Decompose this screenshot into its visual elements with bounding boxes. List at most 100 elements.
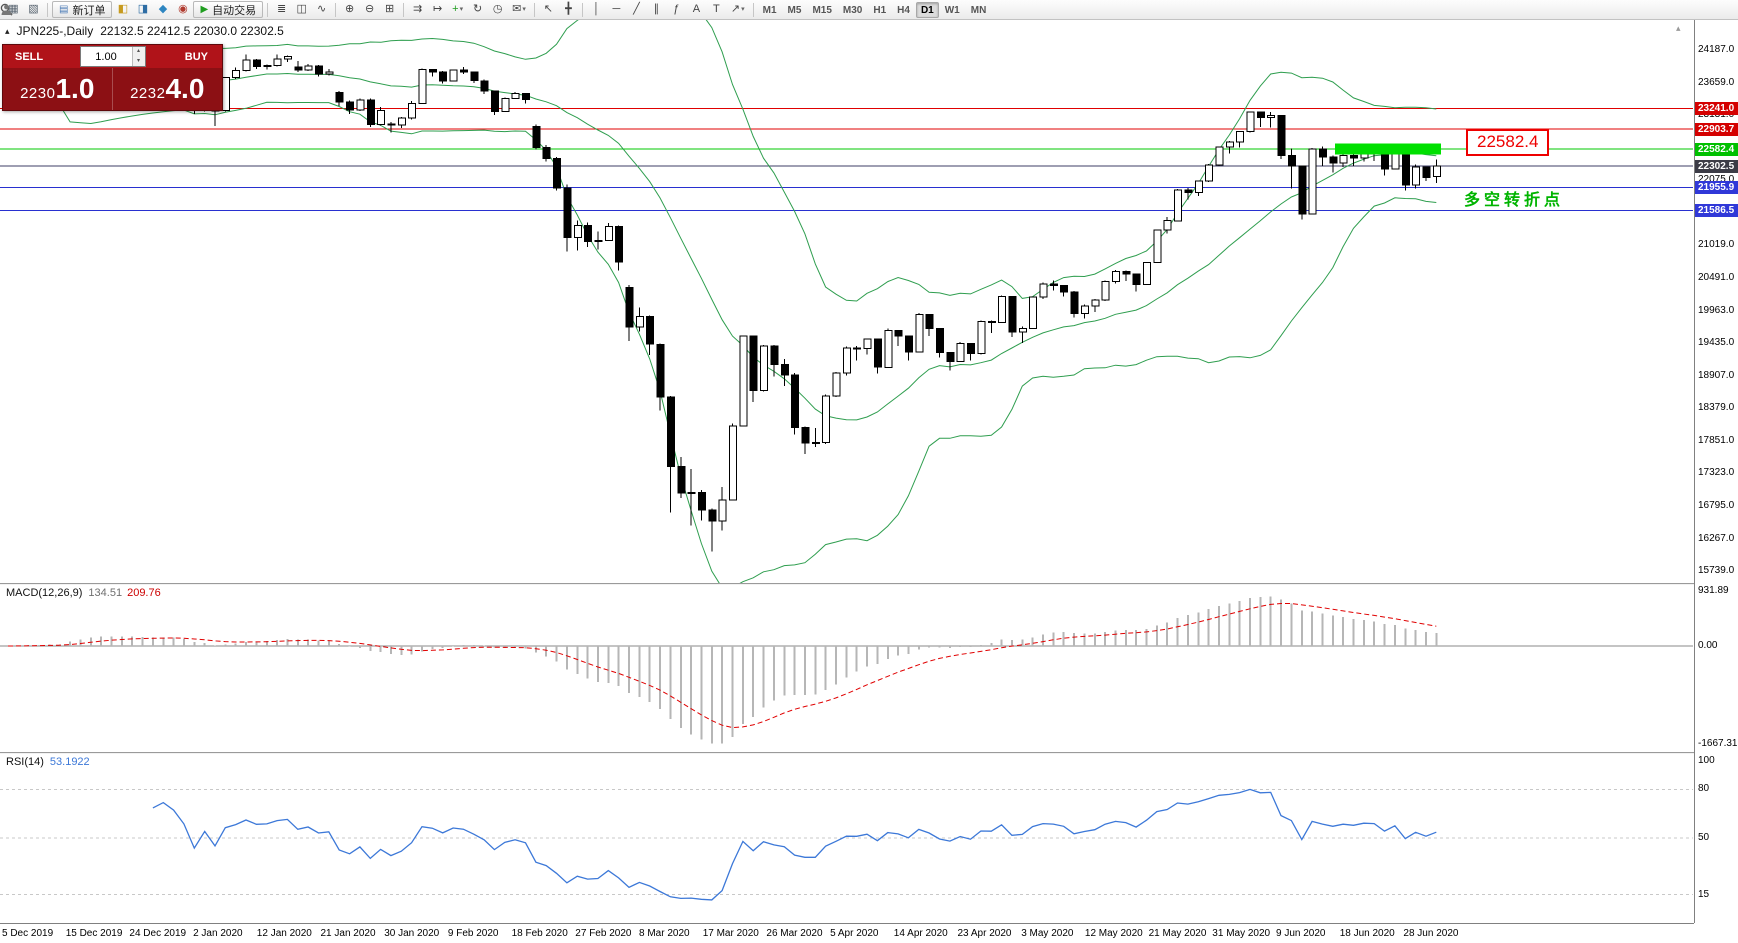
zoom-out-icon: ⊖ [365,3,375,15]
search-icon[interactable] [0,1,1701,18]
volume-input[interactable]: 1.00 ▴ ▾ [79,46,146,67]
horizontal-lines[interactable] [0,107,1693,211]
toolbar-separator [267,2,269,17]
refresh-icon[interactable]: ↻ [468,1,487,18]
collapse-panel-icon[interactable]: ▴ [5,25,10,36]
buy-price: 2232 4.0 [112,68,222,110]
mail-icon-dropdown[interactable]: ▾ [522,6,526,13]
macd-label: MACD(12,26,9) 134.51 209.76 [6,587,161,599]
arrows-icon: ↗ [730,3,741,15]
time-axis-label: 18 Jun 2020 [1339,928,1395,939]
timeframe-d1[interactable]: D1 [915,1,939,18]
price-scale[interactable]: 24187.023659.023131.022603.022075.021547… [1694,20,1738,923]
timeframe-h1[interactable]: H1 [873,4,887,16]
one-click-trading-panel: SELL 2230 1.0 BUY 2232 4.0 1.00 ▴ ▾ [2,44,223,111]
cursor-icon[interactable]: ↖ [539,1,558,18]
vertical-line-icon[interactable]: │ [587,1,606,18]
add-indicator-icon[interactable]: + ▾ [448,1,467,18]
panel-separator-rsi[interactable] [0,752,1738,754]
price-tick-label: 23659.0 [1698,76,1735,88]
autotrading-icon: ▶ [200,4,209,15]
arrows-icon-dropdown[interactable]: ▾ [741,6,745,13]
price-annotation-box[interactable]: 22582.4 [1466,129,1550,156]
trendline-icon[interactable]: ╱ [627,1,646,18]
price-tick-label: 24187.0 [1698,44,1735,55]
chart-note-text[interactable]: 多空转折点 [1464,192,1565,209]
zoom-in-icon[interactable]: ⊕ [340,1,359,18]
time-axis-label: 18 Feb 2020 [511,928,568,939]
crosshair-icon[interactable]: ╋ [559,1,578,18]
price-chart[interactable] [0,20,1694,583]
time-axis-label: 5 Dec 2019 [2,928,54,939]
new-order-button[interactable]: ▤ 新订单 [52,1,113,18]
macd-panel[interactable] [0,583,1694,752]
price-tick-label: 17851.0 [1698,434,1735,446]
price-tick-label: 20491.0 [1698,272,1735,283]
macd-axis-label: 931.89 [1698,585,1729,597]
time-axis-label: 23 Apr 2020 [957,928,1012,939]
data-window-icon[interactable]: ◨ [133,1,152,18]
timeframe-m15[interactable]: M15 [812,4,832,16]
rsi-name: RSI(14) [6,756,44,768]
rsi-panel[interactable] [0,752,1694,923]
profiles-icon[interactable]: ▧ [24,1,43,18]
market-watch-icon[interactable]: ◧ [113,1,132,18]
toolbar-separator [403,2,405,17]
bar-chart-icon[interactable]: ≣ [272,1,291,18]
buy-price-small: 2232 [130,85,166,102]
macd-name: MACD(12,26,9) [6,587,83,599]
candlestick-chart-icon[interactable]: ◫ [292,1,311,18]
price-tick-label: 17323.0 [1698,467,1735,479]
toolbar-separator [335,2,337,17]
autotrading-button[interactable]: ▶ 自动交易 [193,1,264,18]
clock-icon[interactable]: ◷ [488,1,507,18]
line-chart-icon[interactable]: ∿ [312,1,331,18]
macd-main-value: 134.51 [88,587,123,599]
spin-down-icon[interactable]: ▾ [132,56,145,66]
price-tick-label: 21019.0 [1698,239,1735,251]
timeframe-w1[interactable]: W1 [944,4,960,16]
time-axis-label: 12 May 2020 [1084,928,1143,939]
time-axis-label: 24 Dec 2019 [129,928,187,939]
zoom-out-icon[interactable]: ⊖ [360,1,379,18]
navigator-icon[interactable]: ◆ [153,1,172,18]
fibonacci-icon[interactable]: ƒ [667,1,686,18]
timeframe-h4[interactable]: H4 [897,4,910,16]
time-axis-label: 17 Mar 2020 [702,928,759,939]
horizontal-line-icon[interactable]: ─ [607,1,626,18]
new-order-button-label: 新订单 [72,4,106,17]
price-tick-label: 22075.0 [1698,174,1735,186]
toolbar-separator [581,2,583,17]
resistance-highlight-bar[interactable] [1335,143,1441,155]
panel-separator-macd[interactable] [0,583,1738,585]
timeframe-m30[interactable]: M30 [842,4,863,16]
time-axis[interactable]: 5 Dec 2019 15 Dec 2019 24 Dec 2019 2 Jan 20… [0,923,1694,943]
timeframe-m5[interactable]: M5 [787,4,802,16]
line-chart-icon: ∿ [317,3,327,15]
timeframe-m1[interactable]: M1 [762,4,777,16]
spin-up-icon[interactable]: ▴ [132,47,145,57]
channel-icon[interactable]: ∥ [647,1,666,18]
chart-shift-marker-icon[interactable]: ▴ [1676,23,1681,33]
new-chart-icon[interactable]: ▦ [4,1,23,18]
chart-shift-icon[interactable]: ↦ [428,1,447,18]
auto-scroll-icon[interactable]: ⇉ [408,1,427,18]
tile-windows-icon[interactable]: ⊞ [380,1,399,18]
arrows-icon[interactable]: ↗ ▾ [727,1,749,18]
time-axis-label: 5 Apr 2020 [830,928,879,939]
mail-icon[interactable]: ✉ ▾ [508,1,530,18]
label-icon[interactable]: T [707,1,726,18]
toolbar-separator [752,2,754,17]
time-axis-label: 27 Feb 2020 [575,928,632,939]
price-tick-label: 18907.0 [1698,369,1735,381]
buy-button[interactable]: BUY 2232 4.0 [112,45,222,110]
auto-scroll-icon: ⇉ [413,3,423,15]
terminal-icon[interactable]: ◉ [173,1,192,18]
price-line-label: 23241.0 [1695,101,1738,115]
text-icon[interactable]: A [687,1,706,18]
fibonacci-icon: ƒ [673,3,680,15]
add-indicator-icon-dropdown[interactable]: ▾ [459,6,464,13]
bar-chart-icon: ≣ [277,3,287,15]
community-icon[interactable] [1,1,1726,18]
timeframe-mn[interactable]: MN [970,4,987,16]
